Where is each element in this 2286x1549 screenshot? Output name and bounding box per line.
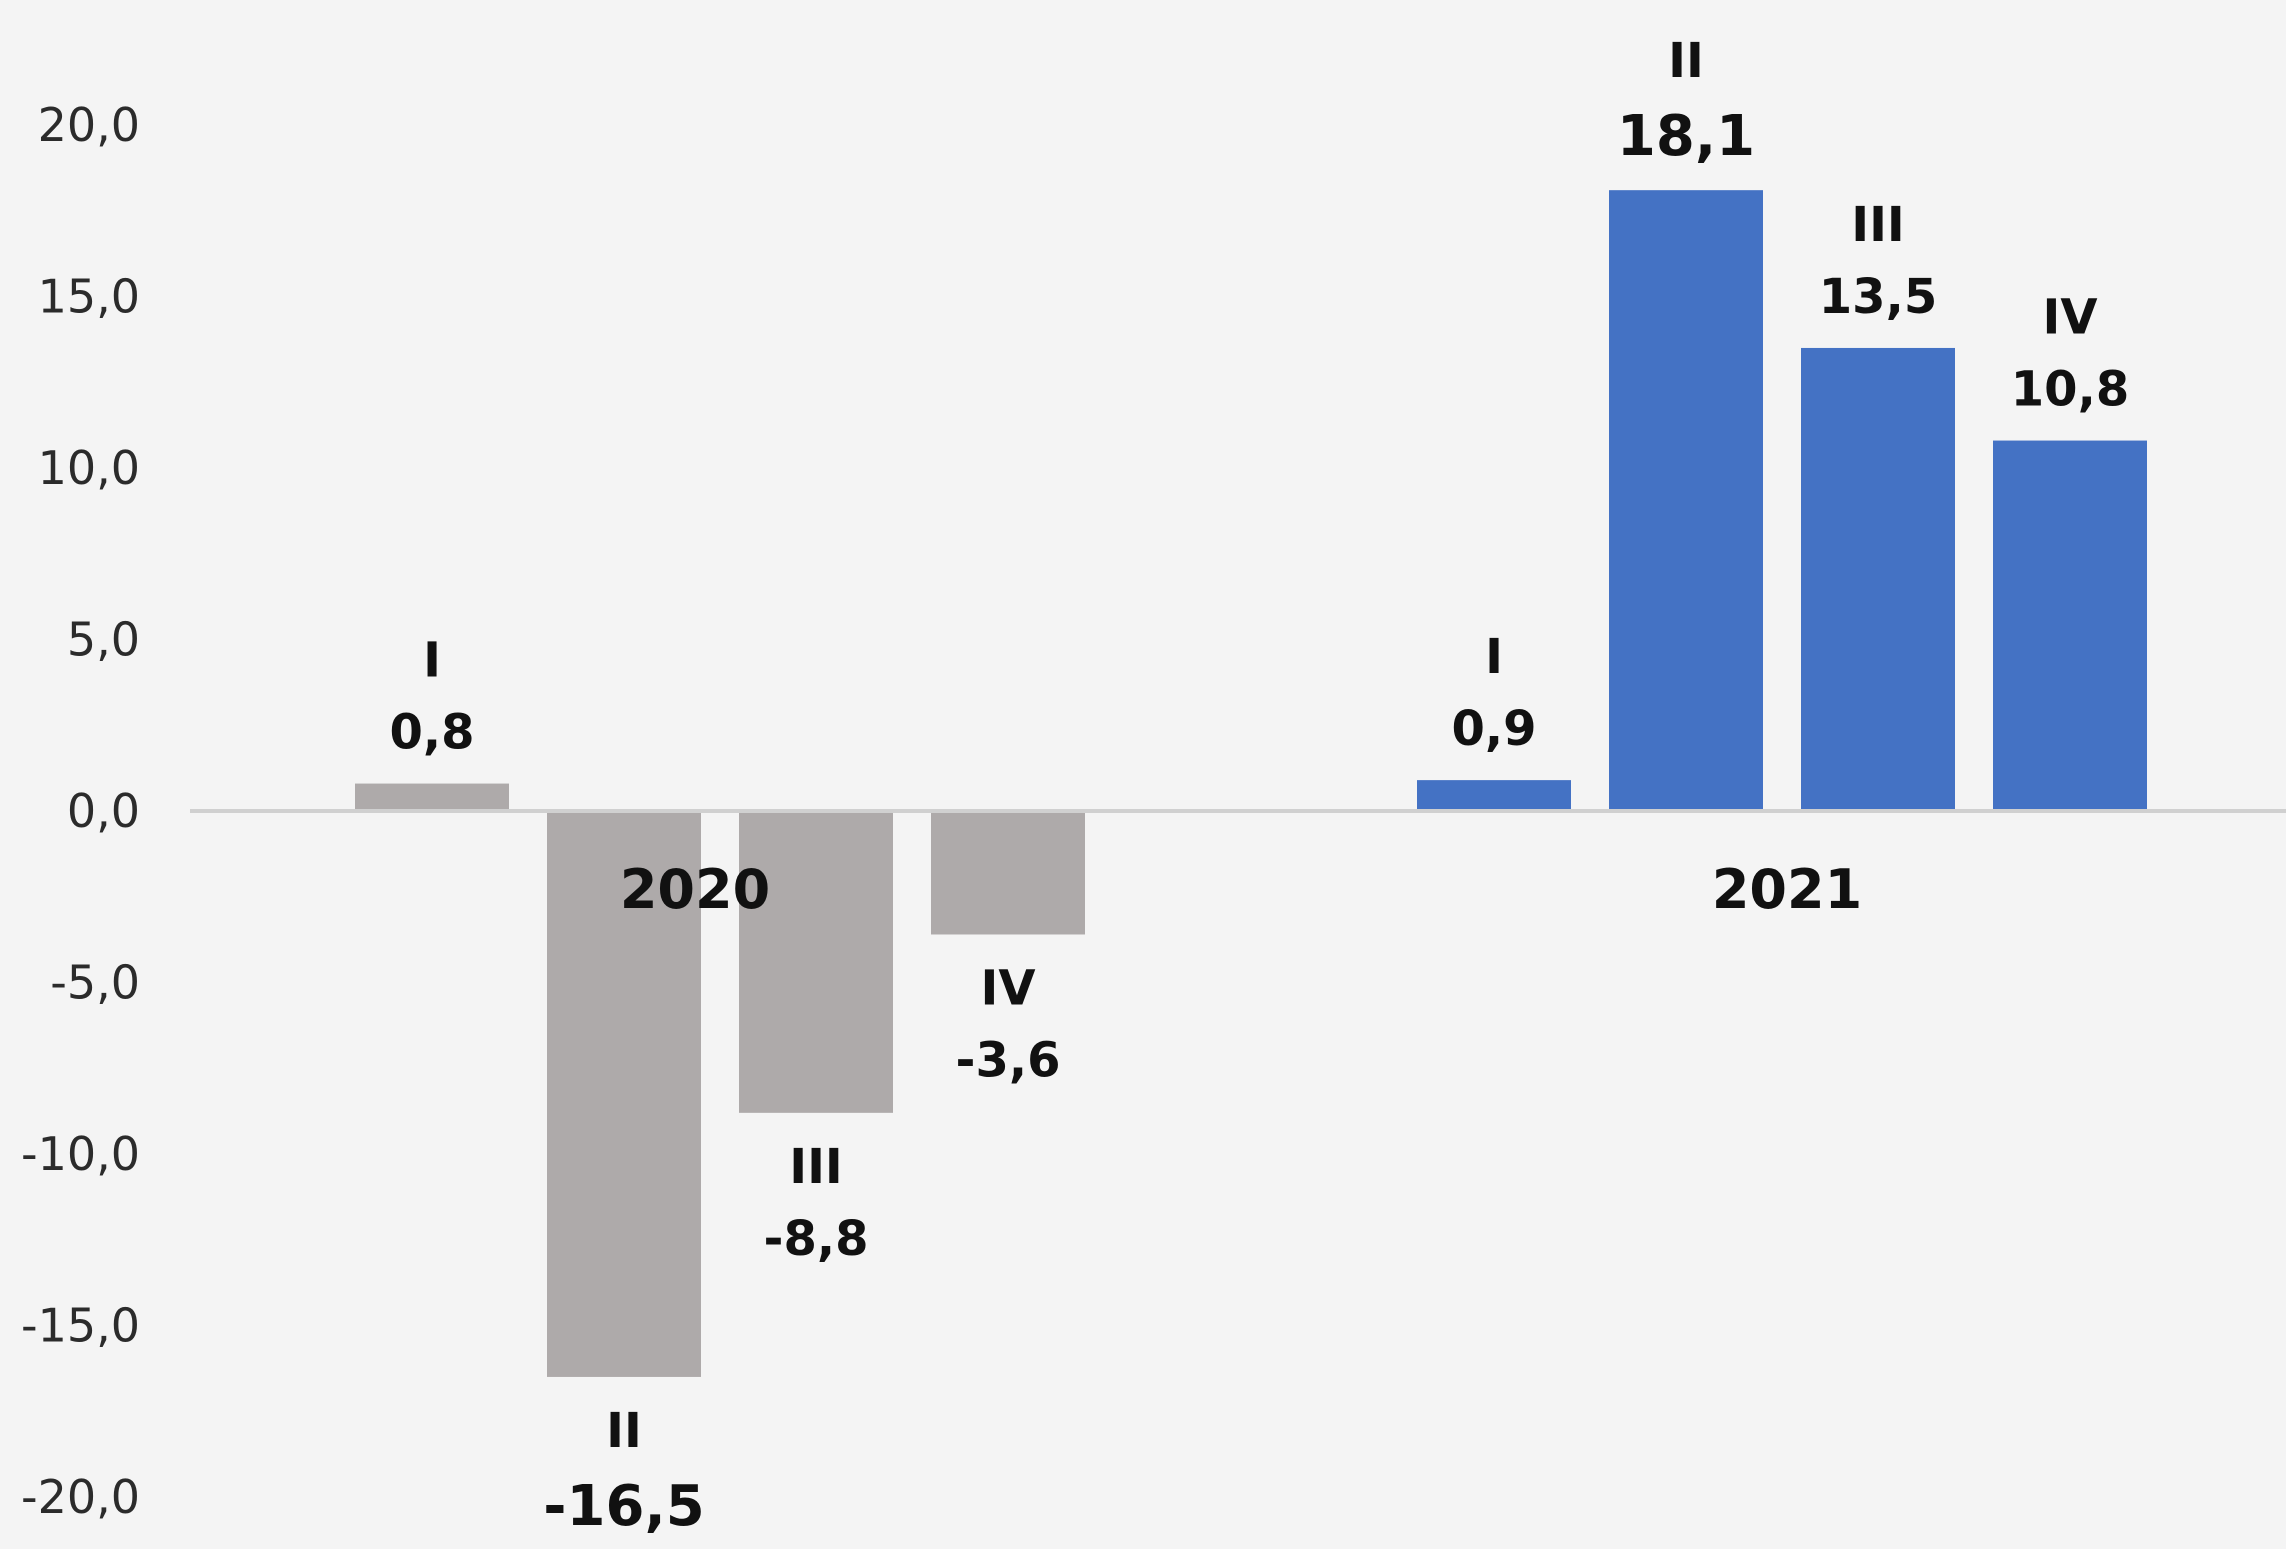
y-axis: 20,0 15,0 10,0 5,0 0,0 -5,0 -10,0 -15,0 -20,0 — [21, 98, 140, 1524]
value-label: -8,8 — [764, 1211, 869, 1267]
y-tick-label: -10,0 — [21, 1127, 140, 1181]
value-label: 0,8 — [389, 705, 474, 761]
value-label: 10,8 — [2011, 362, 2129, 418]
y-tick-label: 0,0 — [67, 784, 140, 838]
bars — [355, 190, 2147, 1377]
bar — [355, 783, 509, 811]
bar — [931, 811, 1085, 935]
quarter-label: III — [1851, 197, 1905, 253]
y-tick-label: -5,0 — [50, 956, 140, 1010]
quarter-label: III — [789, 1139, 843, 1195]
value-label: -16,5 — [543, 1474, 704, 1539]
year-label: 2021 — [1712, 858, 1862, 921]
y-tick-label: 5,0 — [67, 613, 140, 667]
quarter-label: IV — [980, 960, 1035, 1016]
bar — [1417, 780, 1571, 811]
bar-labels: I 0,8 II -16,5 III -8,8 IV -3,6 I 0,9 II 18,1 III 13,… — [389, 33, 2129, 1539]
quarter-label: IV — [2042, 290, 2097, 346]
year-label: 2020 — [620, 858, 770, 921]
bar — [1801, 347, 1955, 811]
value-label: 18,1 — [1617, 104, 1755, 169]
value-label: -3,6 — [956, 1032, 1061, 1088]
quarter-label: I — [1485, 629, 1503, 685]
quarter-label: I — [423, 633, 441, 689]
y-tick-label: 15,0 — [38, 270, 140, 324]
bar — [547, 811, 701, 1377]
bar — [739, 811, 893, 1113]
y-tick-label: -20,0 — [21, 1470, 140, 1524]
quarter-label: II — [606, 1403, 642, 1459]
y-tick-label: 10,0 — [38, 441, 140, 495]
year-labels: 2020 2021 — [620, 858, 1862, 921]
value-label: 0,9 — [1451, 701, 1536, 757]
bar — [1993, 440, 2147, 811]
y-tick-label: 20,0 — [38, 98, 140, 152]
y-tick-label: -15,0 — [21, 1299, 140, 1353]
bar — [1609, 190, 1763, 812]
value-label: 13,5 — [1819, 269, 1937, 325]
quarter-label: II — [1668, 33, 1704, 89]
